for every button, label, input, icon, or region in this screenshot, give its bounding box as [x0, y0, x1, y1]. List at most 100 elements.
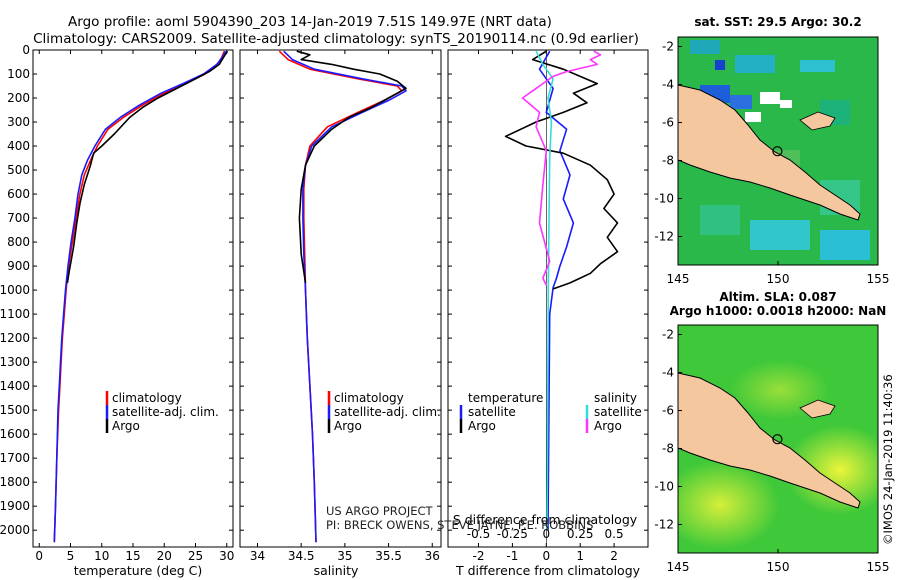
- salinity-series-climatology: [278, 50, 403, 543]
- map-y-tick-label: -4: [662, 366, 674, 380]
- salinity-x-tick-label: 34: [250, 549, 265, 563]
- salinity-xlabel: salinity: [314, 563, 359, 578]
- difference-series-salinity-satellite: [535, 50, 554, 531]
- legend-label-sal-satellite: satellite: [594, 405, 642, 419]
- depth-tick-label: 1200: [0, 331, 30, 345]
- map-y-tick-label: -6: [662, 116, 674, 130]
- temperature-series-satellite-adj-clim-: [53, 50, 227, 543]
- difference-x-tick-label: 0: [542, 549, 550, 563]
- depth-tick-label: 200: [7, 91, 30, 105]
- project-credit: US ARGO PROJECT: [326, 504, 434, 518]
- map-x-tick-label: 155: [867, 560, 890, 574]
- legend-label-satellite: satellite-adj. clim.: [112, 405, 219, 419]
- depth-tick-label: 1100: [0, 307, 30, 321]
- legend-label-argo: Argo: [112, 419, 140, 433]
- difference-x-tick-label: 1: [576, 549, 584, 563]
- depth-tick-label: 1400: [0, 379, 30, 393]
- difference-x2-tick-label: 0: [542, 527, 550, 541]
- difference-x2-tick-label: 0.25: [567, 527, 594, 541]
- depth-tick-label: 600: [7, 187, 30, 201]
- map-y-tick-label: -8: [662, 442, 674, 456]
- sst-map: [678, 37, 878, 265]
- depth-tick-label: 1500: [0, 403, 30, 417]
- temperature-panel-frame: [32, 49, 234, 548]
- sla-map-title-2: Argo h1000: 0.0018 h2000: NaN: [670, 304, 887, 318]
- x-axes: 0 5 10 15 20 25 30 34 34.5 35 35.5 36 -2 -1 0 1 2 -0.5 -0.…: [35, 50, 624, 563]
- map-x-tick-label: 145: [667, 560, 690, 574]
- sst-land-islands: [799, 111, 836, 131]
- legend-label-climatology: climatology: [112, 391, 182, 405]
- sst-map-axes: 145 150 155 -2 -4 -6 -8 -10 -12: [654, 40, 889, 287]
- difference-legend: temperature satellite Argo salinity sate…: [459, 391, 642, 433]
- depth-tick-label: 1300: [0, 355, 30, 369]
- depth-tick-label: 0: [22, 43, 30, 57]
- depth-tick-label: 1600: [0, 427, 30, 441]
- legend-label-climatology: climatology: [334, 391, 404, 405]
- temperature-x-tick-label: 10: [94, 549, 109, 563]
- depth-tick-label: 300: [7, 115, 30, 129]
- map-x-tick-label: 155: [867, 272, 890, 286]
- temperature-x-tick-label: 15: [125, 549, 140, 563]
- legend-label-temp-satellite: satellite: [468, 405, 516, 419]
- sla-map: [678, 325, 878, 553]
- map-y-tick-label: -10: [654, 192, 674, 206]
- depth-tick-label: 1000: [0, 283, 30, 297]
- salinity-series-argo: [296, 50, 407, 284]
- sla-high-north: [730, 360, 830, 420]
- legend-label-satellite: satellite-adj. clim.: [334, 405, 441, 419]
- legend-label-argo: Argo: [334, 419, 362, 433]
- map-y-tick-label: -10: [654, 480, 674, 494]
- imos-stamp: ©IMOS 24-Jan-2019 11:40:36: [881, 374, 895, 545]
- sla-map-title-1: Altim. SLA: 0.087: [719, 290, 836, 304]
- temperature-series-argo: [66, 50, 229, 284]
- difference-x2label: S difference from climatology: [453, 512, 638, 527]
- depth-tick-label: 700: [7, 211, 30, 225]
- sla-profile-marker: [772, 434, 783, 445]
- salinity-legend: climatology satellite-adj. clim. Argo: [327, 391, 441, 433]
- map-y-tick-label: -6: [662, 404, 674, 418]
- legend-label-sal-argo: Argo: [594, 419, 622, 433]
- map-y-tick-label: -2: [662, 40, 674, 54]
- temperature-plot-area: [53, 50, 229, 543]
- temperature-xlabel: temperature (deg C): [74, 563, 203, 578]
- salinity-x-tick-label: 34.5: [288, 549, 315, 563]
- temperature-x-tick-label: 5: [67, 549, 75, 563]
- depth-tick-label: 1700: [0, 451, 30, 465]
- map-y-tick-label: -12: [654, 230, 674, 244]
- sla-high-east: [785, 425, 878, 515]
- difference-plot-area: [504, 50, 619, 547]
- difference-x2-tick-label: -0.25: [497, 527, 528, 541]
- depth-tick-label: 2000: [0, 523, 30, 537]
- difference-x-tick-label: -1: [506, 549, 518, 563]
- difference-series-salinity-argo: [521, 50, 602, 286]
- temperature-x-tick-label: 25: [188, 549, 203, 563]
- title-line-2: Climatology: CARS2009. Satellite-adjuste…: [33, 31, 639, 47]
- map-y-tick-label: -4: [662, 78, 674, 92]
- title-line-1: Argo profile: aoml 5904390_203 14-Jan-20…: [68, 14, 552, 30]
- difference-x-tick-label: -2: [473, 549, 485, 563]
- temperature-x-tick-label: 0: [35, 549, 43, 563]
- map-x-tick-label: 145: [667, 272, 690, 286]
- salinity-series-satellite-adj-clim-: [283, 50, 407, 543]
- pi-credit: PI: BRECK OWENS, STEVE JAYNE, P.E. ROBBI…: [326, 518, 593, 532]
- difference-xlabel: T difference from climatology: [455, 563, 641, 578]
- depth-tick-label: 900: [7, 259, 30, 273]
- difference-x-tick-label: 2: [610, 549, 618, 563]
- salinity-x-tick-label: 35.5: [375, 549, 402, 563]
- salinity-x-tick-label: 35: [337, 549, 352, 563]
- depth-tick-label: 500: [7, 163, 30, 177]
- sla-map-axes: 145 150 155 -2 -4 -6 -8 -10 -12: [654, 328, 889, 575]
- salinity-panel-frame: [239, 49, 442, 548]
- sst-profile-marker: [772, 146, 783, 157]
- sst-land-png: [678, 84, 861, 221]
- depth-tick-label: 800: [7, 235, 30, 249]
- temperature-x-tick-label: 30: [219, 549, 234, 563]
- salinity-x-tick-label: 36: [425, 549, 440, 563]
- legend-heading-temperature: temperature: [468, 391, 543, 405]
- temperature-series-climatology: [53, 50, 226, 543]
- map-x-tick-label: 150: [767, 560, 790, 574]
- depth-tick-label: 1900: [0, 499, 30, 513]
- difference-x2-tick-label: -0.5: [467, 527, 490, 541]
- depth-axis: 0 100 200 300 400 500 600 700 800 900 1000 1100 1200…: [0, 43, 648, 537]
